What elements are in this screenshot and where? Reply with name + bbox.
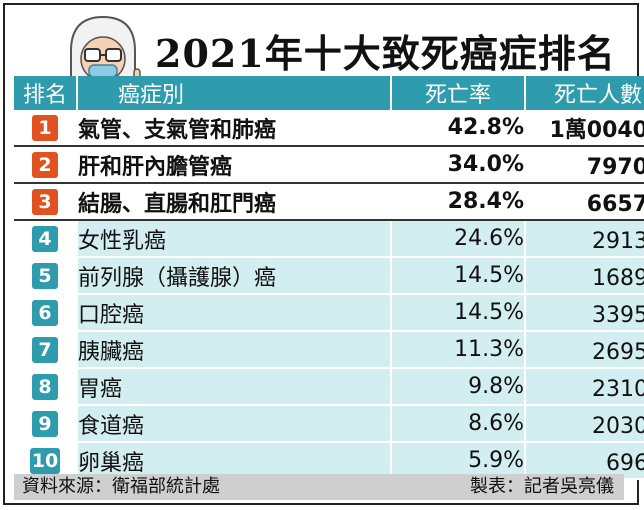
rank-cell: 4 [14, 220, 78, 258]
death-count: 2310人 [525, 368, 644, 406]
death-count: 2030人 [525, 405, 644, 443]
rank-cell: 2 [14, 146, 78, 184]
rank-badge: 10 [29, 447, 61, 474]
header-rate: 死亡率 [391, 76, 526, 110]
rank-cell: 6 [14, 294, 78, 332]
rank-badge: 2 [32, 151, 58, 178]
rank-badge: 8 [32, 373, 58, 400]
death-rate: 42.8% [391, 110, 526, 147]
table-row: 10 卵巢癌 5.9% 696人 [14, 442, 644, 480]
table-row: 3 結腸、直腸和肛門癌 28.4% 6657人 [14, 183, 644, 221]
table-row: 4 女性乳癌 24.6% 2913人 [14, 220, 644, 258]
footer-bar: 資料來源：衛福部統計處 製表：記者吳亮儀 [14, 474, 624, 500]
table-row: 1 氣管、支氣管和肺癌 42.8% 1萬0040人 [14, 110, 644, 147]
rank-cell: 3 [14, 183, 78, 221]
death-rate: 9.8% [391, 368, 526, 406]
chart-title: 2021年十大致死癌症排名 [155, 31, 616, 76]
cancer-name: 結腸、直腸和肛門癌 [77, 183, 392, 221]
rank-cell: 1 [14, 110, 78, 147]
table-row: 8 胃癌 9.8% 2310人 [14, 368, 644, 406]
data-source: 資料來源：衛福部統計處 [22, 476, 220, 497]
death-rate: 11.3% [391, 331, 526, 369]
cancer-name: 卵巢癌 [77, 442, 392, 480]
rank-badge: 4 [32, 225, 58, 252]
header-rank: 排名 [14, 76, 78, 110]
table-row: 7 胰臟癌 11.3% 2695人 [14, 331, 644, 369]
cancer-name: 女性乳癌 [77, 220, 392, 258]
header-name: 癌症別 [77, 76, 392, 110]
death-rate: 14.5% [391, 294, 526, 332]
rank-cell: 5 [14, 257, 78, 295]
rank-badge: 3 [32, 188, 58, 215]
ranking-table: 排名 癌症別 死亡率 死亡人數 1 氣管、支氣管和肺癌 42.8% 1萬0040… [14, 76, 644, 480]
death-rate: 24.6% [391, 220, 526, 258]
cancer-name: 胃癌 [77, 368, 392, 406]
rank-badge: 1 [32, 114, 58, 141]
table-row: 5 前列腺（攝護腺）癌 14.5% 1689人 [14, 257, 644, 295]
cancer-name: 食道癌 [77, 405, 392, 443]
cancer-name: 口腔癌 [77, 294, 392, 332]
death-count: 2695人 [525, 331, 644, 369]
death-rate: 14.5% [391, 257, 526, 295]
death-count: 3395人 [525, 294, 644, 332]
rank-cell: 10 [14, 442, 78, 480]
cancer-name: 肝和肝內膽管癌 [77, 146, 392, 184]
death-rate: 28.4% [391, 183, 526, 221]
death-count: 7970人 [525, 146, 644, 184]
rank-badge: 5 [32, 262, 58, 289]
table-row: 9 食道癌 8.6% 2030人 [14, 405, 644, 443]
table-credit: 製表：記者吳亮儀 [470, 476, 614, 497]
death-count: 2913人 [525, 220, 644, 258]
death-count: 1萬0040人 [525, 110, 644, 147]
rank-badge: 9 [32, 410, 58, 437]
header-row: 排名 癌症別 死亡率 死亡人數 [14, 76, 644, 110]
death-rate: 8.6% [391, 405, 526, 443]
table-row: 2 肝和肝內膽管癌 34.0% 7970人 [14, 146, 644, 184]
table-row: 6 口腔癌 14.5% 3395人 [14, 294, 644, 332]
rank-cell: 7 [14, 331, 78, 369]
death-count: 696人 [525, 442, 644, 480]
death-rate: 34.0% [391, 146, 526, 184]
rank-cell: 8 [14, 368, 78, 406]
cancer-name: 胰臟癌 [77, 331, 392, 369]
rank-badge: 6 [32, 299, 58, 326]
cancer-name: 前列腺（攝護腺）癌 [77, 257, 392, 295]
death-count: 6657人 [525, 183, 644, 221]
cancer-name: 氣管、支氣管和肺癌 [77, 110, 392, 147]
rank-badge: 7 [32, 336, 58, 363]
header-deaths: 死亡人數 [525, 76, 644, 110]
rank-cell: 9 [14, 405, 78, 443]
death-count: 1689人 [525, 257, 644, 295]
